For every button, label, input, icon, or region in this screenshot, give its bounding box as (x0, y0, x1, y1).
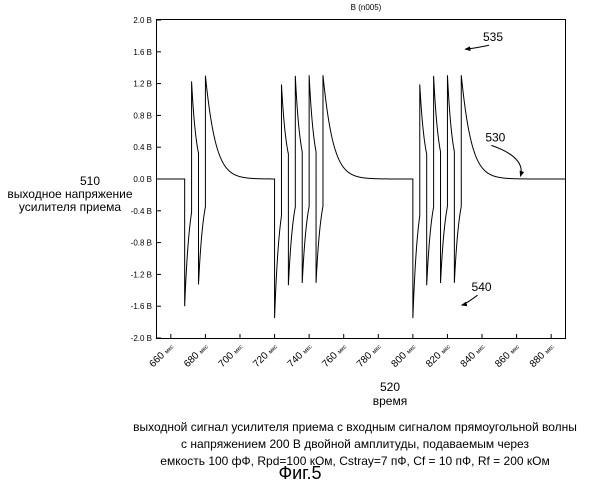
x-axis-title: время (350, 394, 430, 408)
y-tick-label: -1.6 В (131, 302, 152, 311)
x-tick-label: 780 мкс (355, 341, 383, 369)
y-tick-label: -0.8 В (131, 239, 152, 248)
y-axis-title-line-2: усилителя приема (2, 201, 138, 214)
caption-line-2: с напряжением 200 В двойной амплитуды, п… (110, 436, 600, 453)
plot-frame (157, 20, 566, 339)
x-tick-label: 740 мкс (286, 341, 314, 369)
x-axis-number: 520 (370, 380, 410, 394)
y-tick-label: 0.8 В (133, 111, 152, 120)
annotation-label: 535 (483, 30, 503, 44)
x-tick-label: 700 мкс (217, 341, 245, 369)
x-tick-label: 660 мкс (147, 341, 175, 369)
x-tick-label: 820 мкс (424, 341, 452, 369)
x-tick-label: 800 мкс (389, 341, 417, 369)
y-tick-label: 0.4 В (133, 143, 152, 152)
annotations: 535 530 540 (462, 30, 522, 305)
figure-label: Фиг.5 (260, 463, 340, 484)
x-tick-label: 860 мкс (493, 341, 521, 369)
x-tick-label: 680 мкс (182, 341, 210, 369)
y-tick-label: -1.2 В (131, 270, 152, 279)
y-tick-label: 2.0 В (133, 16, 152, 25)
annotation-arrow (465, 45, 489, 49)
y-tick-label: 1.6 В (133, 48, 152, 57)
y-tick-label: 0.0 В (133, 175, 152, 184)
x-tick-label: 760 мкс (320, 341, 348, 369)
caption-line-1: выходной сигнал усилителя приема с входн… (110, 419, 600, 436)
y-tick-label: -2.0 В (131, 334, 152, 343)
signal-line (157, 75, 565, 318)
x-tick-label: 720 мкс (251, 341, 279, 369)
x-tick-label: 880 мкс (528, 341, 556, 369)
annotation-arrow (462, 295, 478, 305)
annotation-label: 530 (485, 130, 505, 144)
y-tick-label: 1.2 В (133, 80, 152, 89)
caption-line-3: емкость 100 фФ, Rpd=100 кОм, Cstray=7 пФ… (110, 453, 600, 470)
figure-caption: выходной сигнал усилителя приема с входн… (110, 419, 600, 470)
x-tick-label: 840 мкс (459, 341, 487, 369)
chart-title: B (n005) (351, 3, 382, 12)
annotation-label: 540 (472, 280, 492, 294)
x-axis: 660 мкс680 мкс700 мкс720 мкс740 мкс760 м… (147, 334, 556, 370)
y-axis-number: 510 (70, 174, 110, 188)
annotation-arrow (491, 145, 521, 176)
y-axis-title: выходное напряжение усилителя приема (2, 188, 138, 214)
